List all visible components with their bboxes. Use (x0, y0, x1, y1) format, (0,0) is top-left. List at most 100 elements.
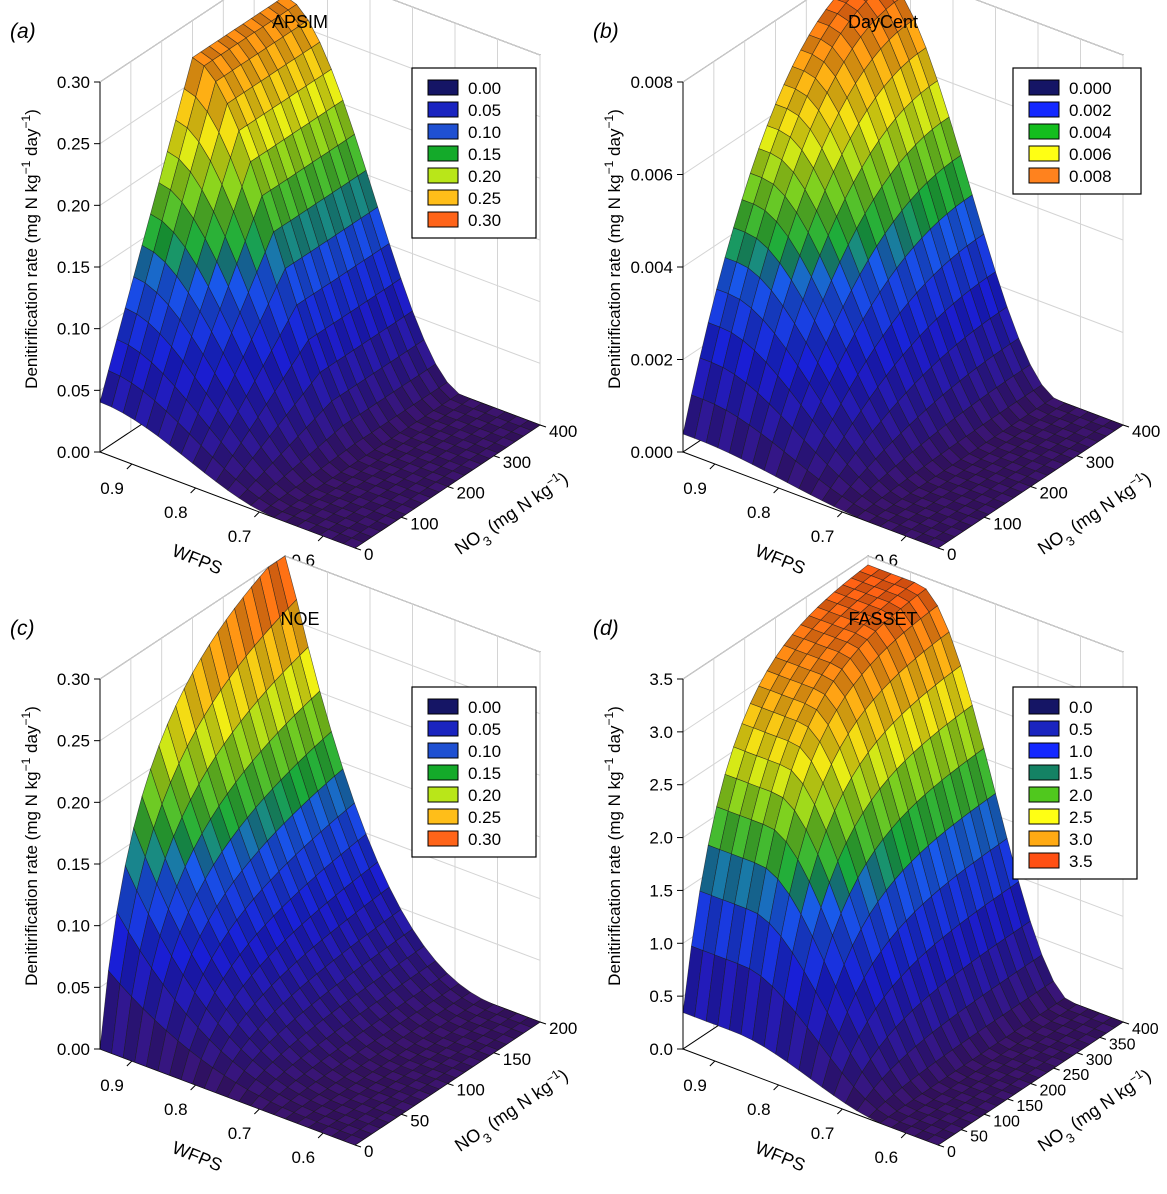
z-tick-label: 0.0 (649, 1040, 673, 1059)
z-tick-label: 0.00 (57, 443, 90, 462)
y-tick-label: 100 (457, 1081, 485, 1100)
legend-label: 0.000 (1069, 79, 1112, 98)
legend-swatch (427, 786, 459, 803)
x-tick-label: 0.7 (228, 527, 252, 546)
x-axis-label: WFPS (752, 1137, 808, 1175)
z-tick-label: 0.006 (630, 166, 673, 185)
legend-label: 0.15 (468, 764, 501, 783)
legend-swatch (427, 101, 459, 118)
y-tick-label: 400 (1132, 1021, 1159, 1038)
x-tick (773, 487, 779, 494)
x-tick (190, 1084, 196, 1091)
panel-label: (b) (593, 20, 619, 43)
z-tick-label: 1.0 (649, 934, 673, 953)
y-tick (1076, 1052, 1083, 1056)
y-tick (984, 516, 991, 520)
z-tick-label: 2.5 (649, 776, 673, 795)
z-axis-label-sup1: −1 (602, 160, 616, 174)
x-tick (254, 511, 260, 518)
y-tick (937, 1144, 945, 1148)
z-tick-label: 0.004 (630, 258, 673, 277)
legend-swatch (1028, 808, 1060, 825)
y-tick (401, 1113, 408, 1117)
y-axis-label-unit: (mg N kg (1062, 1076, 1138, 1136)
legend-label: 0.15 (468, 145, 501, 164)
z-tick-label: 0.05 (57, 978, 90, 997)
y-tick (1122, 424, 1130, 428)
y-tick-label: 250 (1063, 1067, 1090, 1084)
legend-swatch (427, 189, 459, 206)
z-tick-label: 2.0 (649, 829, 673, 848)
y-axis-label: NO3 (mg N kg−1) (1033, 1064, 1158, 1161)
x-tick-label: 0.7 (811, 1124, 835, 1143)
surface-mesh (682, 564, 1124, 1146)
y-tick (401, 516, 408, 520)
legend-swatch (1028, 830, 1060, 847)
z-axis-label-text: Denitirification rate (mg N kg (22, 174, 41, 388)
legend-label: 0.20 (468, 786, 501, 805)
x-tick-label: 0.9 (683, 479, 707, 498)
legend-label: 0.00 (468, 698, 501, 717)
y-tick-label: 200 (457, 484, 485, 503)
y-tick-label: 200 (549, 1019, 577, 1038)
legend-label: 0.25 (468, 189, 501, 208)
legend-label: 0.30 (468, 211, 501, 230)
legend-label: 3.5 (1069, 852, 1093, 871)
y-tick-label: 100 (993, 1113, 1020, 1130)
legend-swatch (427, 742, 459, 759)
y-tick (937, 547, 945, 551)
chart-panel-fasset: 0.0 0.5 1.0 1.5 2.0 2.5 3.0 3.5 0.9 0.8 0.7 0.6 0 50 1… (593, 555, 1159, 1175)
z-tick-label: 1.5 (649, 881, 673, 900)
surface-cell (342, 537, 365, 549)
z-tick-label: 0.05 (57, 381, 90, 400)
panel-label: (d) (593, 617, 619, 640)
z-tick-label: 0.15 (57, 855, 90, 874)
y-tick-label: 300 (1086, 453, 1114, 472)
legend-swatch (1028, 123, 1060, 140)
z-axis-label-sup2: −1 (19, 115, 33, 129)
y-axis-label: NO3 (mg N kg−1) (450, 467, 575, 564)
y-axis-label-unit: (mg N kg (479, 479, 555, 539)
legend-swatch (427, 720, 459, 737)
y-tick-label: 50 (970, 1129, 988, 1146)
z-tick-label: 0.15 (57, 258, 90, 277)
x-tick (317, 535, 324, 542)
x-tick-label: 0.8 (164, 1100, 188, 1119)
x-tick-label: 0.8 (164, 503, 188, 522)
y-axis-label-text: NO (1034, 1124, 1068, 1156)
legend-label: 0.20 (468, 167, 501, 186)
z-axis-label-end: ) (605, 706, 624, 712)
z-axis-label: Denitirification rate (mg N kg−1 day−1) (19, 706, 41, 986)
y-tick-label: 0 (947, 1144, 956, 1161)
z-tick-label: 0.002 (630, 351, 673, 370)
x-tick-label: 0.6 (874, 1148, 898, 1167)
legend-swatch (1028, 852, 1060, 869)
legend-label: 0.5 (1069, 720, 1093, 739)
x-tick (190, 487, 196, 494)
y-tick-label: 0 (364, 545, 373, 564)
panel-label: (c) (10, 617, 35, 640)
y-tick-label: 350 (1109, 1036, 1136, 1053)
z-tick-label: 0.000 (630, 443, 673, 462)
x-tick (126, 463, 133, 470)
legend-swatch (427, 145, 459, 162)
surface-mesh (99, 555, 541, 1146)
y-tick (354, 547, 362, 551)
legend-label: 0.30 (468, 830, 501, 849)
legend-box (1012, 686, 1138, 880)
y-tick (1122, 1021, 1130, 1025)
z-axis-label-sup2: −1 (602, 115, 616, 129)
legend-swatch (427, 698, 459, 715)
y-axis-label-text: NO (451, 527, 485, 559)
chart-title: DayCent (848, 12, 918, 32)
z-tick-label: 0.20 (57, 196, 90, 215)
surface-cell (342, 1134, 365, 1146)
x-tick (709, 463, 716, 470)
z-axis-label-mid: day (605, 128, 624, 161)
x-axis-label: WFPS (169, 1137, 225, 1175)
y-tick-label: 150 (1016, 1098, 1043, 1115)
y-tick (493, 455, 500, 459)
x-tick (317, 1132, 324, 1139)
chart-title: NOE (280, 609, 319, 629)
